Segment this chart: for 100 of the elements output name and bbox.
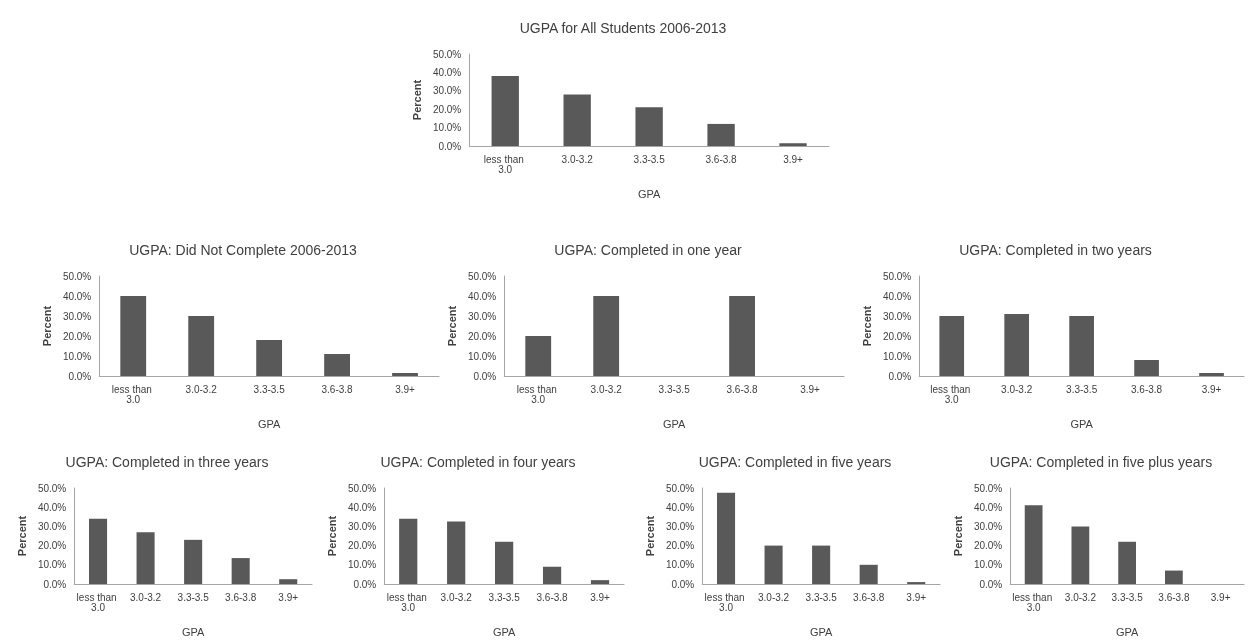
bar	[279, 579, 298, 584]
bar	[563, 94, 591, 146]
x-tick-label: 3.6-3.8	[1158, 591, 1190, 603]
y-tick-label: 0.0%	[438, 140, 462, 152]
bar	[120, 296, 147, 376]
y-tick-label: 10.0%	[973, 559, 1003, 571]
y-tick-label: 30.0%	[62, 310, 92, 322]
x-tick-label: 3.3-3.5	[488, 591, 521, 603]
x-tick-label: 3.0-3.2	[561, 153, 594, 165]
x-tick-label: 3.9+	[783, 153, 804, 165]
y-axis-title: Percent	[410, 79, 423, 121]
y-tick-label: 40.0%	[973, 501, 1003, 513]
chart-title: UGPA: Completed in five years	[698, 454, 892, 470]
x-axis-title: GPA	[662, 417, 686, 430]
y-tick-label: 10.0%	[347, 559, 377, 571]
bar	[88, 518, 108, 584]
x-tick-label: 3.6-3.8	[1131, 383, 1163, 395]
bar	[136, 532, 155, 584]
bar	[256, 340, 283, 376]
y-tick-label: 20.0%	[973, 540, 1003, 552]
x-tick-label: 3.9+	[1201, 383, 1222, 395]
x-tick-label: 3.6-3.8	[853, 591, 885, 603]
x-tick-label: 3.6-3.8	[536, 591, 569, 603]
y-axis-title: Percent	[325, 515, 338, 557]
y-tick-label: 20.0%	[347, 540, 377, 552]
x-tick-label: 3.3-3.5	[1111, 591, 1144, 603]
x-tick-label: less than 3.0	[930, 383, 974, 405]
y-tick-label: 30.0%	[665, 520, 695, 532]
x-tick-label: less than 3.0	[386, 591, 430, 613]
y-tick-label: 50.0%	[882, 270, 912, 282]
y-axis-title: Percent	[445, 305, 458, 347]
bar	[1004, 314, 1030, 376]
y-tick-label: 40.0%	[665, 501, 695, 513]
y-tick-label: 0.0%	[979, 578, 1003, 590]
x-axis-title: GPA	[181, 625, 205, 638]
x-tick-label: 3.0-3.2	[440, 591, 473, 603]
y-tick-label: 0.0%	[473, 370, 497, 382]
x-tick-label: less than 3.0	[1012, 591, 1056, 613]
y-tick-label: 50.0%	[432, 48, 462, 60]
x-tick-label: 3.3-3.5	[658, 383, 691, 395]
bar	[231, 558, 250, 584]
bar	[184, 539, 203, 584]
y-tick-label: 30.0%	[347, 520, 377, 532]
y-tick-label: 40.0%	[467, 290, 497, 302]
y-tick-label: 40.0%	[37, 501, 67, 513]
bar	[939, 316, 965, 376]
bar	[1164, 570, 1183, 584]
bar	[1134, 360, 1159, 376]
x-tick-label: less than 3.0	[111, 383, 155, 405]
y-tick-label: 20.0%	[432, 103, 462, 115]
y-tick-label: 50.0%	[665, 482, 695, 494]
y-tick-label: 0.0%	[68, 370, 92, 382]
x-tick-label: 3.3-3.5	[253, 383, 286, 395]
x-axis-title: GPA	[1115, 625, 1139, 638]
chart-title: UGPA: Completed in two years	[959, 242, 1152, 258]
y-tick-label: 30.0%	[882, 310, 912, 322]
x-tick-label: 3.9+	[800, 383, 821, 395]
x-tick-label: less than 3.0	[76, 591, 120, 613]
bar	[542, 566, 562, 584]
bar	[1199, 373, 1224, 376]
y-tick-label: 50.0%	[347, 482, 377, 494]
y-tick-label: 0.0%	[43, 578, 67, 590]
x-tick-label: 3.0-3.2	[185, 383, 218, 395]
y-tick-label: 50.0%	[37, 482, 67, 494]
y-tick-label: 50.0%	[467, 270, 497, 282]
x-tick-label: 3.0-3.2	[590, 383, 623, 395]
y-tick-label: 20.0%	[62, 330, 92, 342]
x-tick-label: 3.3-3.5	[177, 591, 210, 603]
x-tick-label: less than 3.0	[483, 153, 527, 175]
bar	[590, 580, 610, 584]
x-tick-label: less than 3.0	[704, 591, 748, 613]
y-tick-label: 10.0%	[37, 559, 67, 571]
x-axis-title: GPA	[492, 625, 516, 638]
chart-title: UGPA for All Students 2006-2013	[519, 20, 727, 36]
bar	[1069, 316, 1094, 376]
x-tick-label: 3.6-3.8	[726, 383, 759, 395]
y-tick-label: 20.0%	[882, 330, 912, 342]
bar	[447, 521, 466, 584]
bar	[764, 545, 783, 584]
y-tick-label: 40.0%	[432, 66, 462, 78]
y-axis-title: Percent	[643, 515, 656, 557]
y-tick-label: 10.0%	[62, 350, 92, 362]
x-tick-label: 3.3-3.5	[805, 591, 838, 603]
y-axis-title: Percent	[15, 515, 28, 557]
bar	[1071, 526, 1090, 584]
y-tick-label: 10.0%	[882, 350, 912, 362]
x-tick-label: 3.9+	[906, 591, 927, 603]
bar	[1118, 541, 1137, 584]
bar	[399, 518, 418, 584]
x-tick-label: less than 3.0	[516, 383, 560, 405]
chart-title: UGPA: Completed in three years	[65, 454, 269, 470]
y-tick-label: 30.0%	[973, 520, 1003, 532]
x-tick-label: 3.0-3.2	[130, 591, 162, 603]
x-tick-label: 3.9+	[278, 591, 299, 603]
bar	[716, 492, 736, 584]
x-tick-label: 3.3-3.5	[633, 153, 666, 165]
x-tick-label: 3.6-3.8	[225, 591, 257, 603]
bar	[707, 123, 735, 146]
y-tick-label: 40.0%	[62, 290, 92, 302]
chart-title: UGPA: Completed in five plus years	[989, 454, 1213, 470]
